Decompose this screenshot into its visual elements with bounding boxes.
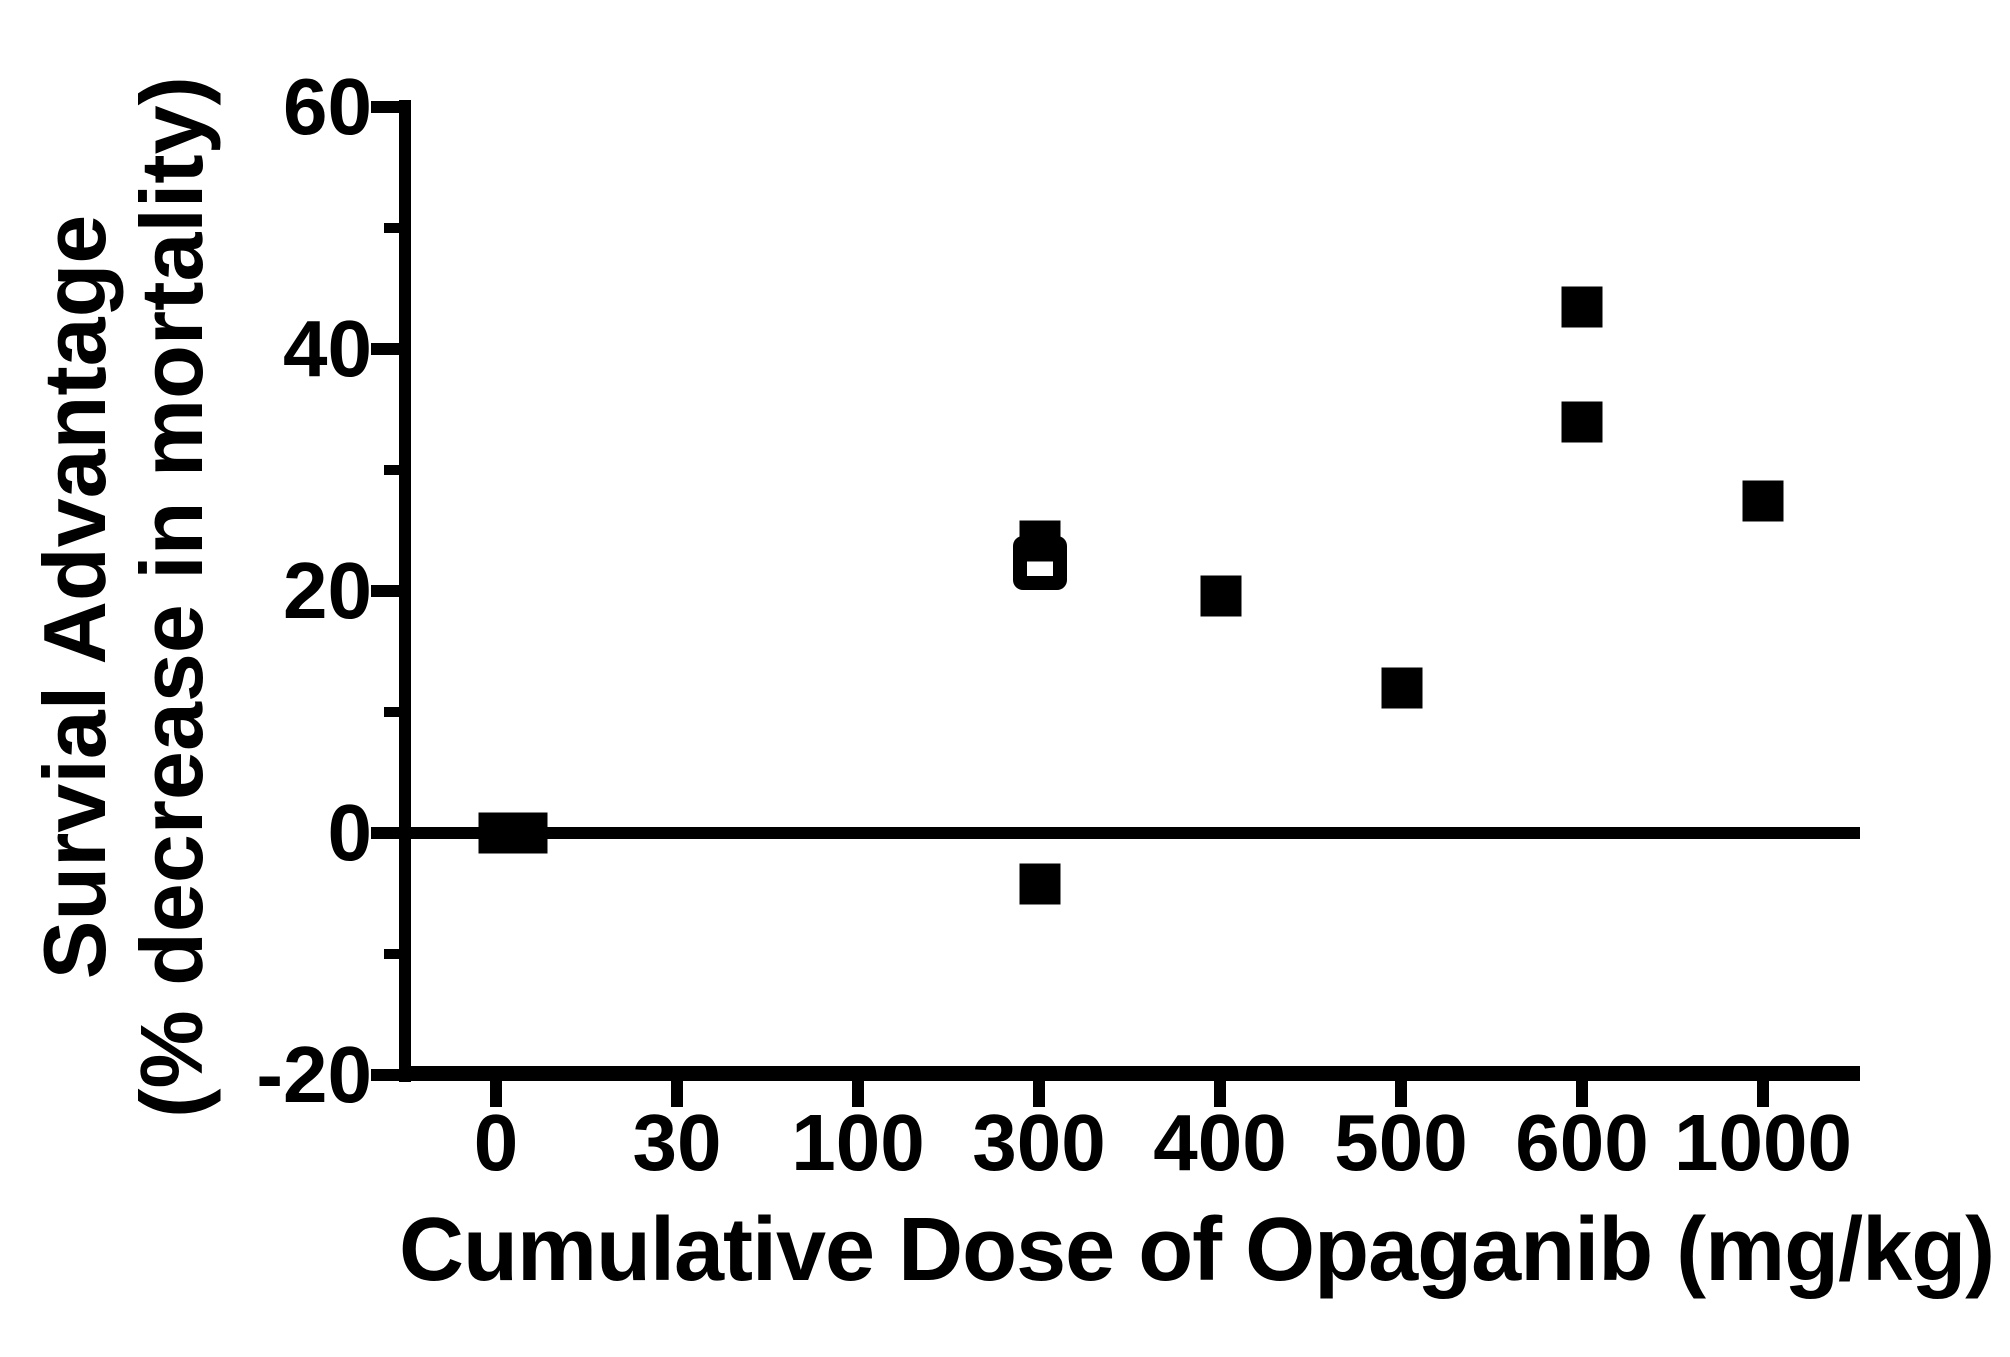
x-tick-label: 100 — [791, 1098, 925, 1187]
y-major-tick — [371, 827, 399, 839]
y-tick-label: 0 — [327, 788, 373, 877]
y-minor-tick — [384, 949, 399, 959]
y-axis-line — [399, 100, 411, 1082]
y-minor-tick — [384, 707, 399, 717]
x-major-tick — [852, 1080, 864, 1107]
y-tick-label: 20 — [283, 546, 372, 635]
data-point-filled-square — [1019, 520, 1061, 562]
y-tick-label: 40 — [283, 304, 372, 393]
y-tick-label: -20 — [256, 1030, 372, 1119]
y-tick-label: 60 — [283, 62, 372, 151]
x-major-tick — [671, 1080, 683, 1107]
data-point-filled-square — [1381, 667, 1423, 709]
x-tick-label: 1000 — [1674, 1098, 1852, 1187]
data-point-filled-square — [1742, 480, 1784, 522]
x-axis-line — [399, 1066, 1860, 1081]
x-axis-title: Cumulative Dose of Opaganib (mg/kg) — [399, 1200, 1995, 1300]
x-major-tick — [1576, 1080, 1588, 1107]
data-point-filled-square — [1561, 401, 1603, 443]
data-point-filled-square — [506, 812, 548, 854]
y-major-tick — [371, 343, 399, 355]
x-tick-label: 30 — [632, 1098, 722, 1187]
y-major-tick — [371, 101, 399, 113]
x-major-tick — [1395, 1080, 1407, 1107]
y-major-tick — [371, 1069, 399, 1081]
x-major-tick — [490, 1080, 502, 1107]
y-minor-tick — [384, 465, 399, 475]
zero-baseline — [399, 827, 1860, 839]
y-major-tick — [371, 585, 399, 597]
x-major-tick — [1033, 1080, 1045, 1107]
x-tick-label: 600 — [1515, 1098, 1649, 1187]
x-tick-label: 0 — [473, 1098, 519, 1187]
data-point-filled-square — [1200, 575, 1242, 617]
y-axis-title-line1: Survial Advantage — [25, 214, 124, 980]
x-tick-label: 300 — [972, 1098, 1106, 1187]
x-tick-label: 500 — [1334, 1098, 1468, 1187]
data-point-filled-square — [1019, 863, 1061, 905]
x-major-tick — [1214, 1080, 1226, 1107]
x-major-tick — [1757, 1080, 1769, 1107]
x-tick-label: 400 — [1153, 1098, 1287, 1187]
y-minor-tick — [384, 223, 399, 233]
data-point-filled-square — [1561, 286, 1603, 328]
